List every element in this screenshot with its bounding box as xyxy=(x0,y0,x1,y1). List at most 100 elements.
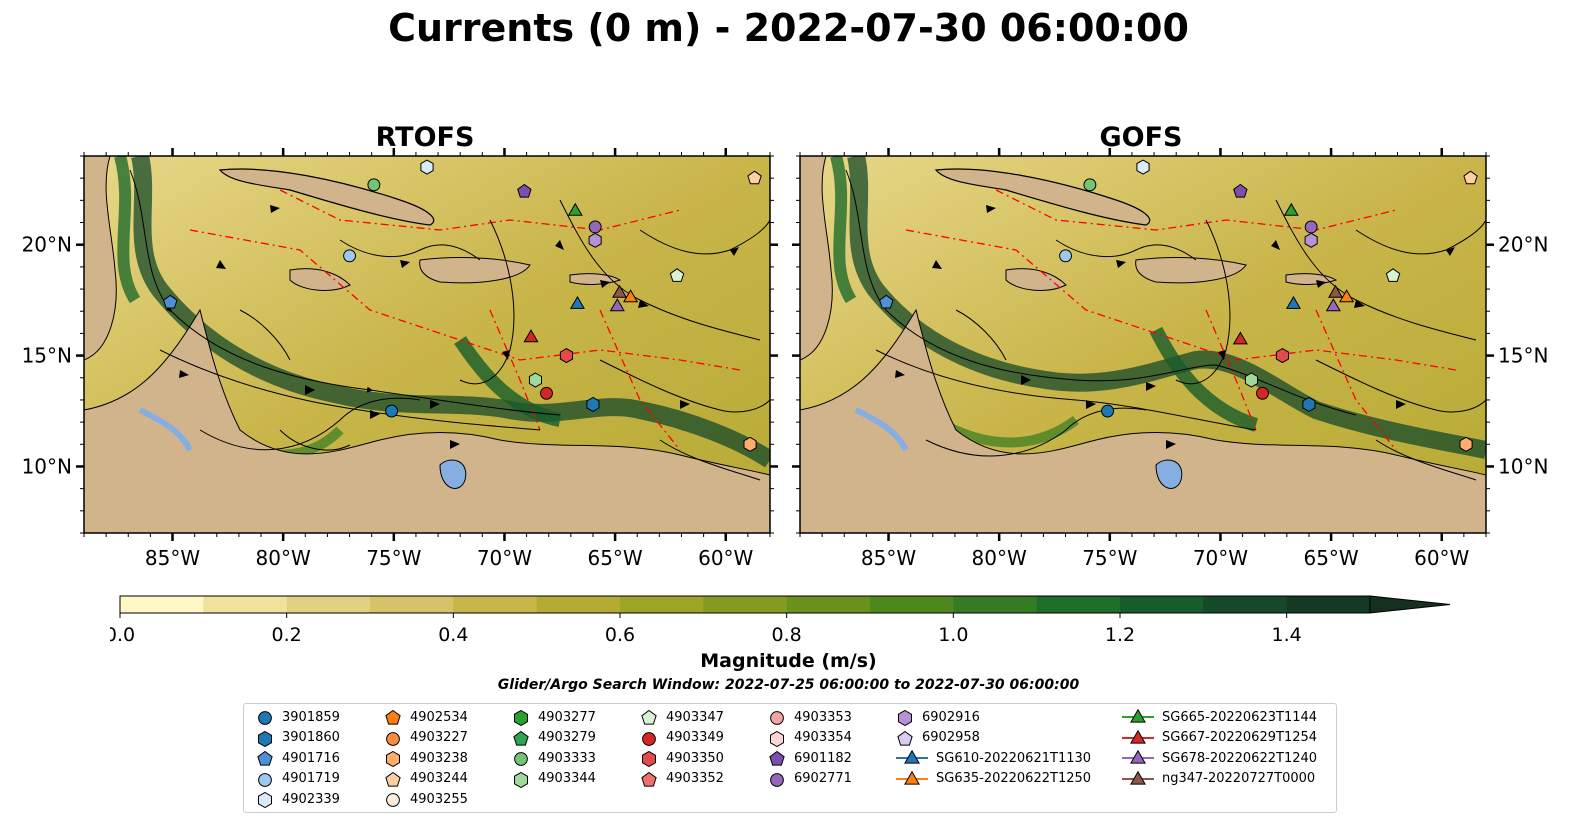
platform-marker-sg610-20220621t1130 xyxy=(1285,295,1301,309)
colorbar-cell xyxy=(1203,596,1288,613)
lon-tick-label: 65°W xyxy=(1303,546,1358,570)
legend-entry: 4903333 xyxy=(510,748,596,769)
lon-tick-label: 65°W xyxy=(587,546,642,570)
legend-swatch xyxy=(642,751,656,768)
lat-tick-label: 20°N xyxy=(1498,233,1548,257)
legend-entry: 6902916 xyxy=(894,707,1091,728)
legend-label: 4903244 xyxy=(410,771,468,787)
hexagon-marker-icon xyxy=(386,751,400,768)
legend-label: 6902916 xyxy=(922,709,980,725)
legend-swatch xyxy=(385,771,401,787)
legend-entry: 4903349 xyxy=(638,728,724,749)
legend-label: 4903255 xyxy=(410,791,468,807)
legend-swatch xyxy=(514,752,528,767)
platform-marker-4901716 xyxy=(163,294,178,309)
figure-title: Currents (0 m) - 2022-07-30 06:00:00 xyxy=(388,6,1189,50)
lake-nicaragua xyxy=(138,407,193,452)
legend-entry: 4903277 xyxy=(510,707,596,728)
axis-ticks: 85°W 80°W 75°W 70°W 65°W 60°W 20°N 15°N 10°N xyxy=(22,148,778,570)
legend-label: 4903344 xyxy=(538,771,596,787)
platform-marker-6901182 xyxy=(1233,183,1248,198)
platform-marker-sg635-20220622t1250 xyxy=(623,289,639,303)
legend-swatch xyxy=(258,730,272,747)
legend-entry: 4903244 xyxy=(382,769,468,790)
platform-marker-4903347 xyxy=(1385,268,1401,282)
lon-tick-label: 80°W xyxy=(972,546,1027,570)
legend-label: 4902534 xyxy=(410,709,468,725)
pentagon-marker-icon xyxy=(641,710,657,725)
platform-marker-4901719 xyxy=(343,249,356,263)
legend-swatch xyxy=(897,730,913,746)
platform-marker-4903347 xyxy=(669,268,685,282)
legend-entry: 4903353 xyxy=(766,707,852,728)
current-jet xyxy=(454,336,562,427)
yucatan-land xyxy=(84,156,117,361)
pentagon-marker-icon xyxy=(897,730,913,746)
streamlines xyxy=(129,169,770,481)
legend-label: SG667-20220629T1254 xyxy=(1162,730,1318,746)
lon-tick-label: 75°W xyxy=(1082,546,1137,570)
legend-entry: ng347-20220727T0000 xyxy=(1120,769,1317,790)
hexagon-marker-icon xyxy=(642,751,656,768)
lat-tick-label: 10°N xyxy=(22,454,72,478)
platform-marker-4902339 xyxy=(420,159,434,175)
circle-marker-icon xyxy=(386,793,400,808)
yucatan-land xyxy=(800,156,833,361)
legend-entry: 4903347 xyxy=(638,707,724,728)
platform-marker-ng347-20220727t0000 xyxy=(1328,284,1344,298)
legend-label: SG635-20220622T1250 xyxy=(936,771,1092,787)
colorbar-cell xyxy=(453,596,538,613)
platform-marker-4903333 xyxy=(367,178,381,192)
platform-marker-sg678-20220622t1240 xyxy=(609,298,625,312)
colorbar-tick-label: 1.2 xyxy=(1105,624,1135,646)
colorbar-tick-label: 0.4 xyxy=(438,624,468,646)
legend-label: 6902958 xyxy=(922,730,980,746)
colorbar-cell xyxy=(703,596,788,613)
platform-marker-4903350 xyxy=(1275,348,1289,364)
legend-label: 4901719 xyxy=(282,771,340,787)
platform-marker-sg610-20220621t1130 xyxy=(569,295,585,309)
current-jet xyxy=(1149,326,1259,432)
legend-label: SG678-20220622T1240 xyxy=(1162,750,1318,766)
platform-marker-4903344 xyxy=(528,372,542,388)
colorbar-cell xyxy=(1120,596,1204,613)
platform-markers xyxy=(879,159,1478,452)
colorbar-extend-arrow xyxy=(1369,595,1451,614)
platform-marker-4903244 xyxy=(1463,170,1478,185)
eez-line xyxy=(489,309,681,451)
circle-marker-icon xyxy=(642,731,656,746)
legend-label: SG610-20220621T1130 xyxy=(936,750,1092,766)
lat-tick-label: 10°N xyxy=(1498,454,1548,478)
lon-tick-label: 80°W xyxy=(256,546,311,570)
platform-marker-4903333 xyxy=(1083,178,1097,192)
cuba-land xyxy=(934,168,1151,226)
current-jet xyxy=(131,156,770,468)
legend-entry: 4903227 xyxy=(382,728,468,749)
lake-maracaibo xyxy=(439,459,467,489)
platform-marker-4903349 xyxy=(540,386,553,400)
platform-marker-6902771 xyxy=(1304,220,1318,234)
legend-entry: 4901719 xyxy=(254,769,340,790)
legend-label: 4903350 xyxy=(666,750,724,766)
platform-legend: 3901859 3901860 4901716 4901719 4902339 49025… xyxy=(243,703,1337,813)
colorbar-tick-label: 0.0 xyxy=(110,624,135,646)
colorbar-cell xyxy=(786,596,871,613)
hexagon-marker-icon xyxy=(514,771,528,788)
legend-label: 4903354 xyxy=(794,730,852,746)
lon-tick-label: 75°W xyxy=(366,546,421,570)
legend-label: 4903333 xyxy=(538,750,596,766)
lon-tick-label: 70°W xyxy=(1193,546,1248,570)
legend-entry: SG665-20220623T1144 xyxy=(1120,707,1317,728)
legend-entry: SG667-20220629T1254 xyxy=(1120,728,1317,749)
colorbar-cell xyxy=(1286,596,1371,613)
legend-entry: 3901860 xyxy=(254,728,340,749)
legend-entry: SG678-20220622T1240 xyxy=(1120,748,1317,769)
platform-marker-3901859 xyxy=(1101,404,1115,418)
platform-marker-sg667-20220629t1254 xyxy=(1232,331,1248,345)
legend-entry: SG635-20220622T1250 xyxy=(894,769,1091,790)
eez-line xyxy=(995,189,1397,231)
legend-label: ng347-20220727T0000 xyxy=(1162,771,1316,787)
south-america-land xyxy=(800,308,1486,533)
jamaica-land xyxy=(1005,268,1067,291)
rtofs-map-panel: RTOFS xyxy=(22,122,778,570)
